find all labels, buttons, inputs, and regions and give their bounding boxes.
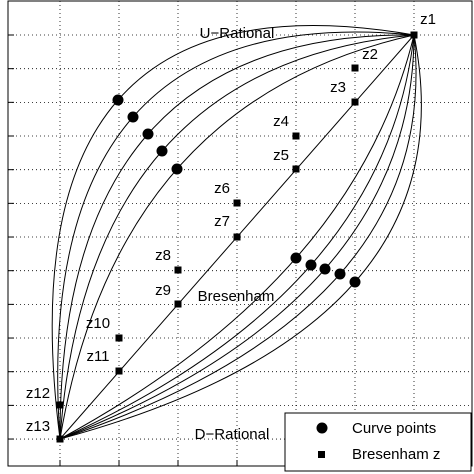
curve-point [305,259,317,271]
point-label: z7 [214,213,230,230]
bresenham-point [292,132,300,140]
legend-marker [318,451,325,458]
bresenham-point [233,199,241,207]
curve-point [319,263,331,275]
frame [7,0,473,467]
bresenham-point [174,266,182,274]
curve-point [127,111,139,123]
point-label: z12 [26,385,50,402]
point-label: z8 [155,247,171,264]
legend-box [284,412,472,472]
curve-point [349,276,361,288]
legend-label: Curve points [352,420,436,437]
curve-point [290,252,302,264]
marks [56,31,418,443]
curves [51,25,422,440]
point-label: z9 [155,282,171,299]
bresenham-point [56,401,64,409]
point-label: z6 [214,180,230,197]
legend-label: Bresenham z [352,446,440,463]
rational-curve [51,25,415,440]
curve-point [112,94,124,106]
curve-label: D−Rational [195,426,270,443]
legend-marker [316,422,328,434]
point-label: z2 [362,46,378,63]
curve-label: Bresenham [198,288,275,305]
point-label: z10 [86,315,110,332]
point-label: z4 [273,113,289,130]
curve-point [142,128,154,140]
bresenham-point [56,435,64,443]
point-labels: z1 z2 z3 z4 z5 z6 z7 z8 z9 z10 z11 z12 z13 [26,11,436,435]
bresenham-point [351,98,359,106]
point-label: z5 [273,147,289,164]
legend: Curve points Bresenham z [284,412,472,472]
bresenham-point [174,300,182,308]
curve-point [171,163,183,175]
bresenham-point [410,31,418,39]
bresenham-point [233,233,241,241]
bresenham-point [115,367,123,375]
bresenham-point [292,165,300,173]
bresenham-point [351,64,359,72]
point-label: z11 [86,348,109,365]
point-label: z1 [420,11,436,28]
curve-label: U−Rational [200,25,275,42]
bresenham-point [115,334,123,342]
curve-point [156,145,168,157]
point-label: z3 [330,79,346,96]
curve-point [334,268,346,280]
point-label: z13 [26,418,50,435]
